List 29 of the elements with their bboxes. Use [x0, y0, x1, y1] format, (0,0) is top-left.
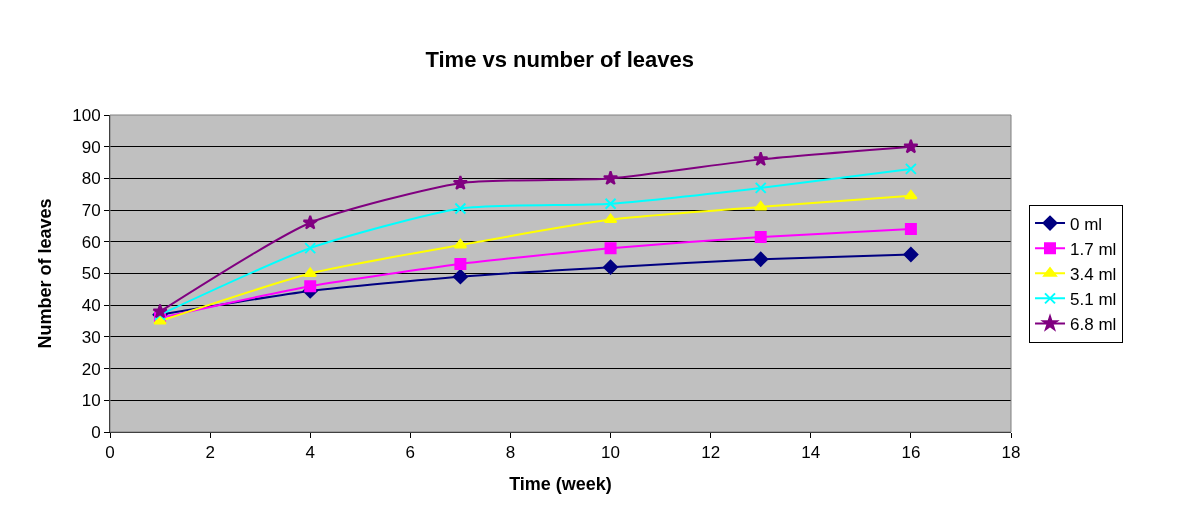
- y-axis-title: Number of leaves: [35, 198, 56, 349]
- y-tick-label: 70: [81, 201, 101, 221]
- legend-label: 1.7 ml: [1070, 239, 1117, 259]
- y-tick-label: 50: [81, 264, 101, 284]
- x-tick-label: 8: [505, 443, 516, 463]
- x-tick-label: 0: [105, 443, 115, 463]
- legend-label: 0 ml: [1070, 214, 1103, 234]
- y-tick-label: 40: [81, 296, 101, 316]
- y-tick-label: 100: [72, 105, 101, 125]
- y-tick-label: 80: [81, 169, 101, 189]
- y-tick-label: 0: [91, 422, 101, 442]
- y-tick-label: 60: [81, 232, 101, 252]
- x-tick-label: 18: [1001, 443, 1021, 463]
- x-tick-label: 16: [901, 443, 921, 463]
- x-tick-label: 12: [701, 443, 721, 463]
- chart-title: Time vs number of leaves: [425, 47, 695, 73]
- x-tick-label: 4: [305, 443, 315, 463]
- y-tick-label: 20: [81, 359, 101, 379]
- x-tick-label: 14: [801, 443, 821, 463]
- y-tick-label: 10: [81, 391, 101, 411]
- x-tick-label: 6: [405, 443, 416, 463]
- y-tick-label: 90: [81, 137, 101, 157]
- legend-label: 5.1 ml: [1070, 289, 1117, 309]
- legend-label: 6.8 ml: [1070, 315, 1117, 335]
- y-tick-label: 30: [81, 327, 101, 347]
- x-axis-title: Time (week): [509, 473, 612, 494]
- legend-label: 3.4 ml: [1070, 264, 1117, 284]
- x-tick-label: 10: [601, 443, 621, 463]
- x-tick-label: 2: [205, 443, 215, 463]
